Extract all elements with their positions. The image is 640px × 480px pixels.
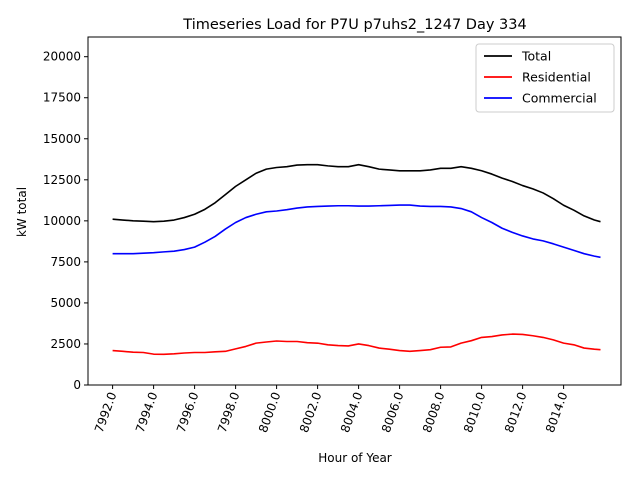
x-tick-label: 8014.0 [543,390,571,434]
legend-label-residential: Residential [522,70,591,85]
x-tick-label: 8004.0 [338,390,366,434]
y-tick-label: 10000 [43,214,81,228]
legend-label-total: Total [521,49,551,64]
series-line-total [112,163,601,223]
x-tick-label: 8000.0 [256,390,284,434]
x-tick-label: 8008.0 [420,390,448,434]
legend: Total Residential Commercial [475,43,615,113]
y-tick-label: 12500 [43,173,81,187]
x-axis-label: Hour of Year [318,451,392,465]
y-tick-label: 0 [73,378,81,392]
y-tick-label: 2500 [50,337,81,351]
x-tick-label: 7998.0 [215,390,243,434]
legend-frame [475,43,615,113]
y-tick-label: 17500 [43,91,81,105]
y-tick-label: 15000 [43,132,81,146]
chart-title: Timeseries Load for P7U p7uhs2_1247 Day … [182,17,526,33]
y-tick-label: 7500 [50,255,81,269]
x-tick-label: 7992.0 [92,390,120,434]
y-tick-label: 5000 [50,296,81,310]
y-tick-label: 20000 [43,50,81,64]
series-line-commercial [112,204,601,259]
x-tick-label: 8010.0 [461,390,489,434]
plot-area [87,36,622,386]
legend-label-commercial: Commercial [522,91,597,106]
x-tick-label: 8002.0 [297,390,325,434]
series-line-residential [112,333,601,356]
x-axis: 7992.0 7994.0 7996.0 7998.0 8000.0 8002.0 8004… [92,385,571,434]
x-tick-label: 8012.0 [502,390,530,434]
y-axis-label: kW total [15,187,29,237]
x-tick-label: 7996.0 [174,390,202,434]
y-axis: 0 2500 5000 7500 10000 12500 15000 17500 20000 [43,50,88,392]
x-tick-label: 7994.0 [133,390,161,434]
plot-frame [87,36,622,386]
x-tick-label: 8006.0 [379,390,407,434]
